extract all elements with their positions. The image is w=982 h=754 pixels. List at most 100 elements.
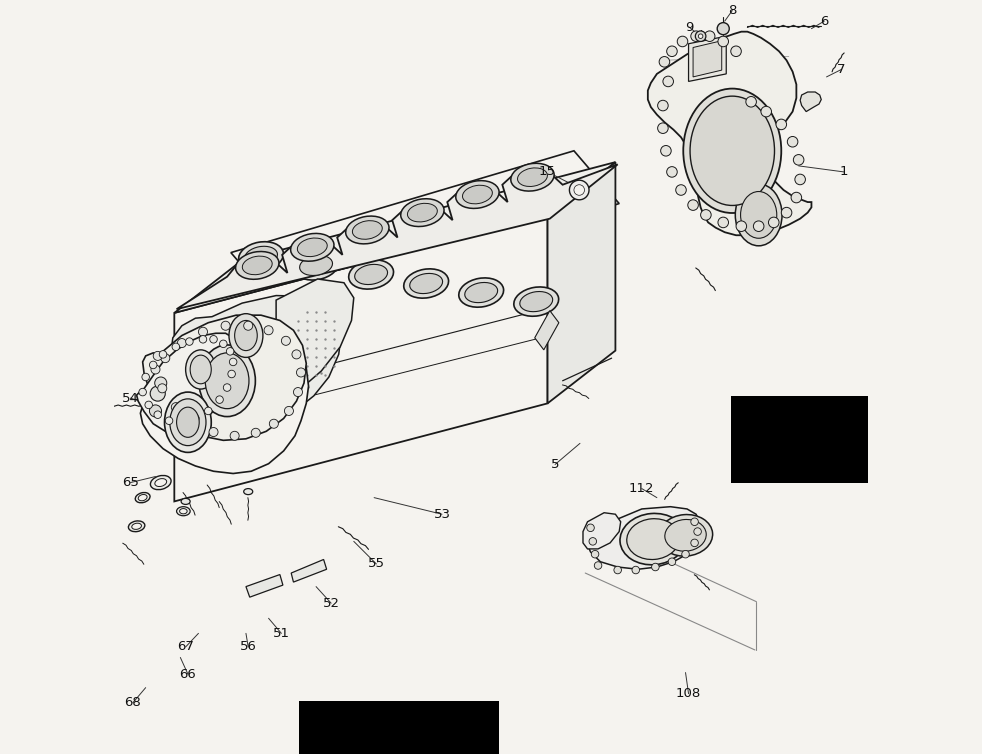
Ellipse shape [198,345,255,416]
Ellipse shape [181,498,191,504]
Text: 55: 55 [368,557,385,571]
Circle shape [663,76,674,87]
Circle shape [676,185,686,195]
Circle shape [573,185,584,195]
Ellipse shape [459,278,504,307]
Circle shape [189,418,197,427]
Text: 15: 15 [539,165,556,179]
Circle shape [632,566,639,574]
Circle shape [223,384,231,391]
Ellipse shape [690,97,775,205]
Circle shape [159,351,167,358]
Text: 51: 51 [273,627,290,640]
Polygon shape [583,513,621,549]
Polygon shape [171,296,342,424]
Ellipse shape [291,234,334,261]
Circle shape [614,566,622,574]
Polygon shape [292,559,327,582]
Circle shape [153,351,162,360]
Circle shape [149,405,161,417]
Polygon shape [177,164,618,309]
Circle shape [736,221,746,231]
Ellipse shape [165,392,211,452]
Circle shape [753,221,764,231]
Ellipse shape [180,509,188,514]
Ellipse shape [519,292,553,311]
Ellipse shape [236,252,279,279]
Circle shape [658,123,668,133]
Polygon shape [693,41,722,77]
Circle shape [172,343,180,351]
Circle shape [264,326,273,335]
Circle shape [661,146,672,156]
Circle shape [667,167,678,177]
Bar [299,701,499,754]
Circle shape [794,174,805,185]
Circle shape [151,365,160,374]
Circle shape [746,97,756,107]
Text: 65: 65 [122,476,139,489]
Ellipse shape [298,238,327,256]
Circle shape [591,550,599,558]
Circle shape [788,136,798,147]
Text: 108: 108 [676,687,701,700]
Circle shape [141,373,149,381]
Polygon shape [548,162,616,403]
Ellipse shape [205,353,249,409]
Circle shape [161,354,170,363]
Circle shape [694,528,701,535]
Circle shape [700,210,711,220]
Circle shape [769,217,779,228]
Ellipse shape [511,164,554,191]
Circle shape [589,538,596,545]
Ellipse shape [349,260,394,289]
Circle shape [678,36,687,47]
Circle shape [155,377,167,389]
Circle shape [145,401,152,409]
Ellipse shape [740,192,777,238]
Ellipse shape [401,199,444,226]
Ellipse shape [191,355,211,384]
Text: 53: 53 [433,507,451,521]
Ellipse shape [658,514,713,556]
Polygon shape [688,36,727,81]
Text: 56: 56 [240,640,256,654]
Ellipse shape [463,185,492,204]
Ellipse shape [620,513,686,565]
Text: 5: 5 [551,458,560,471]
Polygon shape [276,279,354,403]
Circle shape [652,563,659,571]
Circle shape [682,550,689,558]
Ellipse shape [300,256,333,275]
Circle shape [154,411,161,418]
Circle shape [297,368,305,377]
Circle shape [690,31,701,41]
Circle shape [165,417,173,425]
Polygon shape [535,311,559,350]
Ellipse shape [235,320,257,351]
Circle shape [244,321,252,330]
Text: 6: 6 [820,14,829,28]
Circle shape [230,358,237,366]
Circle shape [594,562,602,569]
Text: 67: 67 [177,640,194,654]
Circle shape [667,46,678,57]
Text: 54: 54 [122,391,139,405]
Circle shape [198,327,207,336]
Polygon shape [231,151,620,305]
Circle shape [186,338,193,345]
Ellipse shape [353,221,382,239]
Circle shape [171,403,181,412]
Ellipse shape [409,274,443,293]
Circle shape [690,539,698,547]
Bar [299,701,499,754]
Ellipse shape [404,269,449,298]
Polygon shape [800,92,821,112]
Circle shape [230,431,240,440]
Circle shape [178,418,186,426]
Circle shape [150,386,165,401]
Circle shape [718,217,729,228]
Ellipse shape [294,251,339,280]
Circle shape [269,419,278,428]
Ellipse shape [736,184,782,246]
